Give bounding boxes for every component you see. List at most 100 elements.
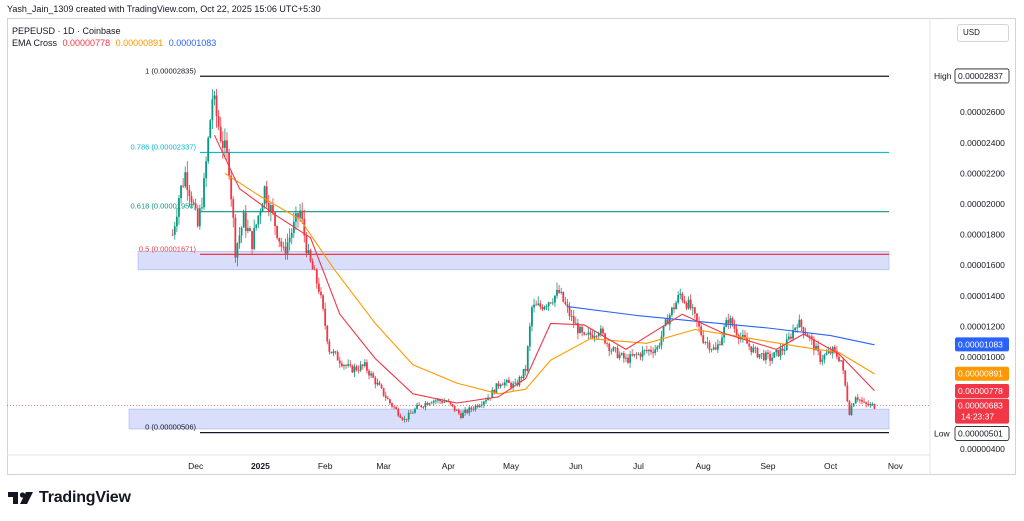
candle-body xyxy=(175,216,178,227)
candle-body xyxy=(276,226,279,238)
candle-body xyxy=(629,354,632,363)
y-tick-label: 0.00001600 xyxy=(960,260,1005,270)
candle-body xyxy=(499,384,502,387)
candle-body xyxy=(201,207,203,209)
candle-body xyxy=(670,307,673,316)
candle-body xyxy=(430,402,433,404)
candle-body xyxy=(639,353,642,357)
candle-body xyxy=(426,402,429,405)
high-label: High xyxy=(934,71,952,81)
candle-body xyxy=(386,397,389,400)
candle-body xyxy=(213,95,216,100)
x-tick-label: Sep xyxy=(760,461,775,471)
candle-body xyxy=(251,231,253,250)
candle-body xyxy=(666,319,669,325)
candle-body xyxy=(781,348,784,351)
candle-body xyxy=(576,323,579,334)
candle-body xyxy=(424,402,427,408)
candle-body xyxy=(815,345,817,351)
y-tick-label: 0.00002600 xyxy=(960,107,1005,117)
candle-body xyxy=(265,186,268,203)
candle-body xyxy=(731,318,734,326)
candle-body xyxy=(226,140,228,153)
candle-body xyxy=(332,351,335,354)
candle-body xyxy=(587,332,590,335)
x-tick-label: Jun xyxy=(569,461,583,471)
ema-price-tag-value: 0.00001083 xyxy=(958,339,1003,349)
candle-body xyxy=(537,303,540,306)
candle-body xyxy=(399,415,402,418)
candle-body xyxy=(551,302,554,304)
fib-level-label: 0.786 (0.00002337) xyxy=(131,142,197,151)
candle-body xyxy=(750,346,753,353)
candle-body xyxy=(762,353,765,361)
candle-body xyxy=(462,412,464,418)
candle-body xyxy=(641,350,644,357)
candle-body xyxy=(723,326,726,338)
candle-body xyxy=(535,304,538,306)
candle-body xyxy=(357,369,360,371)
candle-body xyxy=(635,353,638,355)
candle-body xyxy=(673,307,675,310)
candle-body xyxy=(361,364,364,366)
y-tick-label: 0.00001200 xyxy=(960,321,1005,331)
candle-body xyxy=(368,370,370,376)
candle-body xyxy=(729,318,732,324)
candle-body xyxy=(863,401,865,403)
candle-body xyxy=(315,269,318,284)
candle-body xyxy=(821,359,824,362)
candle-body xyxy=(171,234,174,236)
candle-body xyxy=(186,172,189,190)
candle-body xyxy=(840,360,842,362)
candle-body xyxy=(873,404,876,409)
candle-body xyxy=(775,349,778,353)
ema-price-tag xyxy=(955,384,1009,399)
y-tick-label: 0.00002400 xyxy=(960,138,1005,148)
candle-body xyxy=(374,377,377,385)
candle-body xyxy=(282,246,285,248)
candle-body xyxy=(407,412,410,420)
candle-body xyxy=(307,250,310,254)
candle-body xyxy=(253,227,256,250)
candle-body xyxy=(712,347,715,350)
candle-body xyxy=(288,237,291,243)
candle-body xyxy=(572,315,575,324)
candle-body xyxy=(322,295,324,309)
candle-body xyxy=(449,401,452,404)
last-price-tag xyxy=(955,398,1009,424)
candle-body xyxy=(466,409,469,413)
candle-body xyxy=(865,402,868,404)
candle-body xyxy=(393,406,395,408)
candle-body xyxy=(349,364,352,366)
candle-body xyxy=(518,377,521,386)
candle-body xyxy=(627,357,629,363)
y-tick-label: 0.00001800 xyxy=(960,230,1005,240)
countdown-timer: 14:23:37 xyxy=(961,412,994,422)
candle-body xyxy=(581,326,583,333)
candle-body xyxy=(746,338,748,344)
fib-level-label: 0 (0.00000506) xyxy=(145,423,196,432)
candle-body xyxy=(249,228,251,232)
candle-body xyxy=(756,348,759,358)
candle-body xyxy=(589,332,592,336)
currency-button[interactable]: USD xyxy=(957,24,1009,42)
ema-fast-value: 0.00000778 xyxy=(62,38,111,48)
ema-slow-line xyxy=(224,172,875,395)
candle-body xyxy=(372,373,375,378)
candle-body xyxy=(274,212,276,227)
candle-body xyxy=(616,348,619,359)
candle-body xyxy=(301,210,304,219)
ema-price-tag xyxy=(955,366,1009,381)
candle-body xyxy=(401,417,404,420)
chart-attribution: Yash_Jain_1309 created with TradingView.… xyxy=(7,4,321,14)
candle-body xyxy=(721,337,723,346)
y-tick-label: 0.00001000 xyxy=(960,352,1005,362)
brand-name: TradingView xyxy=(39,489,131,506)
candle-body xyxy=(817,345,819,352)
candle-body xyxy=(597,333,600,337)
fib-level-label: 0.618 (0.00001950) xyxy=(131,202,197,211)
candle-body xyxy=(428,403,431,405)
candle-body xyxy=(835,350,838,357)
candle-body xyxy=(188,189,191,197)
